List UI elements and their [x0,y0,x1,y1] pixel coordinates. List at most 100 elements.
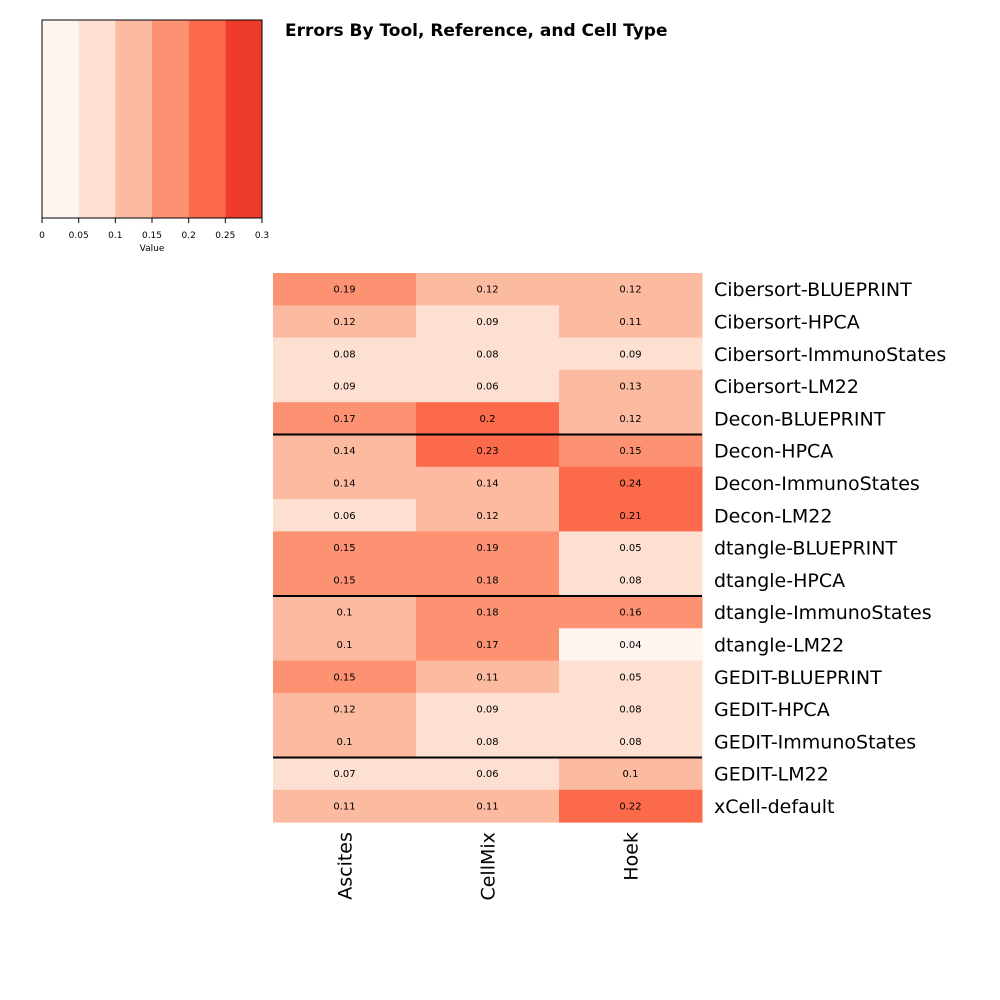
cell-value-label: 0.11 [333,801,355,812]
cell-value-label: 0.12 [619,414,641,425]
heatmap-cell [416,434,560,468]
heatmap-cell [273,789,417,823]
cell-value-label: 0.12 [333,317,355,328]
cell-value-label: 0.22 [619,801,641,812]
cell-value-label: 0.1 [623,769,639,780]
cell-value-label: 0.14 [476,478,498,489]
cell-value-label: 0.12 [476,511,498,522]
heatmap-cell [559,596,703,629]
cell-value-label: 0.08 [476,737,498,748]
heatmap-cell [559,725,703,758]
color-key-tick-label: 0.3 [255,231,269,241]
heatmap-cell [273,466,417,500]
heatmap-cell [559,273,703,306]
cell-value-label: 0.16 [619,608,641,619]
cell-value-label: 0.05 [619,543,641,554]
row-labels: Cibersort-BLUEPRINT Cibersort-HPCA Ciberso… [714,279,946,818]
heatmap-cell [416,369,560,403]
color-key: 0 0.05 0.1 0.15 0.2 0.25 0.3 [39,19,269,241]
heatmap-cell [273,402,417,435]
heatmap-cell [416,660,560,694]
column-label: Hoek [621,832,643,881]
heatmap-cell [416,402,560,435]
cell-value-label: 0.04 [619,640,641,651]
heatmap-cell [559,628,703,662]
column-label: Ascites [335,832,357,900]
heatmap-cell [416,628,560,662]
row-label: Cibersort-ImmunoStates [714,344,946,366]
cell-value-label: 0.09 [333,382,355,393]
cell-value-label: 0.06 [476,382,498,393]
cell-value-label: 0.11 [619,317,641,328]
cell-value-label: 0.13 [619,382,641,393]
heatmap-cell [416,692,560,726]
row-label: Cibersort-HPCA [714,311,860,333]
heatmap-cell [559,305,703,339]
column-labels: Ascites CellMix Hoek [335,832,643,900]
heatmap-cell [273,725,417,758]
cell-value-label: 0.06 [476,769,498,780]
heatmap-cell [416,466,560,500]
heatmap-cell [416,725,560,758]
heatmap-cell [416,757,560,791]
cell-value-label: 0.17 [476,640,498,651]
row-label: Cibersort-BLUEPRINT [714,279,912,301]
row-label: dtangle-ImmunoStates [714,602,932,624]
cell-value-label: 0.15 [333,575,355,586]
heatmap-cell [273,628,417,662]
cell-value-label: 0.1 [337,737,353,748]
cell-value-label: 0.08 [619,705,641,716]
color-key-tick-label: 0.2 [182,231,196,241]
cell-value-label: 0.17 [333,414,355,425]
color-key-title: Value [140,244,165,254]
cell-value-label: 0.12 [619,285,641,296]
cell-value-label: 0.18 [476,608,498,619]
row-separators [273,433,702,759]
row-label: dtangle-HPCA [714,570,845,592]
heatmap-cell [416,305,560,339]
cell-value-label: 0.19 [333,285,355,296]
row-label: Decon-HPCA [714,441,833,463]
heatmap-cell [559,563,703,597]
heatmap-cell [416,273,560,306]
heatmap-cell [559,337,703,371]
heatmap-cell [559,531,703,565]
cell-value-label: 0.23 [476,446,498,457]
row-label: GEDIT-BLUEPRINT [714,667,882,689]
heatmap-cell [559,757,703,791]
cell-value-label: 0.24 [619,478,641,489]
color-key-swatch [42,20,79,218]
cell-value-label: 0.2 [480,414,496,425]
heatmap-cell [273,273,417,306]
heatmap-cell [559,434,703,468]
heatmap-cell [273,596,417,629]
row-label: dtangle-LM22 [714,634,844,656]
row-label: GEDIT-LM22 [714,764,829,786]
cell-value-label: 0.15 [619,446,641,457]
heatmap-cell [559,499,703,532]
cell-value-label: 0.1 [337,608,353,619]
cell-value-label: 0.09 [476,705,498,716]
cell-value-label: 0.1 [337,640,353,651]
cell-value-label: 0.19 [476,543,498,554]
heatmap-cell [416,531,560,565]
color-key-swatch [78,20,116,218]
cell-value-label: 0.08 [333,349,355,360]
color-key-tick-label: 0.15 [142,231,162,241]
heatmap-cell [559,466,703,500]
row-label: Decon-LM22 [714,505,832,527]
heatmap-cell [273,337,417,371]
heatmap-cell [273,305,417,339]
heatmap-cell [559,402,703,435]
heatmap-cell [559,369,703,403]
cell-value-label: 0.08 [476,349,498,360]
cell-value-label: 0.11 [476,801,498,812]
heatmap-cell [559,789,703,823]
heatmap-cell [273,660,417,694]
cell-value-label: 0.21 [619,511,641,522]
row-label: Decon-ImmunoStates [714,473,920,495]
color-key-swatch [152,20,189,218]
row-label: Cibersort-LM22 [714,376,859,398]
heatmap-cells: 0.19 0.12 0.12 0.12 0.09 0.11 0.08 0.08 0.09 0.09… [273,273,703,823]
